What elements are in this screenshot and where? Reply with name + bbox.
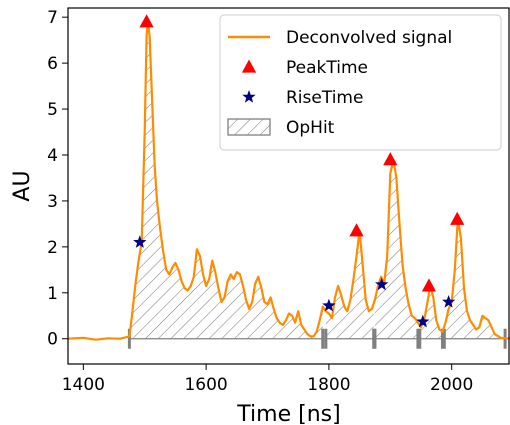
legend-label-2: RiseTime <box>286 88 363 108</box>
ophit-region-3 <box>419 285 443 339</box>
y-axis-label: AU <box>10 170 35 201</box>
peak-time-marker-0 <box>139 14 154 28</box>
legend-box <box>219 14 502 151</box>
ophit-region-2 <box>374 159 418 339</box>
y-tick-label-5: 5 <box>47 100 58 120</box>
x-tick-label-3: 2000 <box>430 375 473 395</box>
x-tick-label-1: 1600 <box>184 375 227 395</box>
y-tick-label-6: 6 <box>47 54 58 74</box>
legend-label-1: PeakTime <box>286 58 368 78</box>
rise-time-marker-3 <box>416 314 430 328</box>
ophit-region-4 <box>444 219 506 339</box>
legend-star-swatch <box>242 90 256 103</box>
peak-time-marker-4 <box>450 211 465 225</box>
legend-label-3: OpHit <box>286 118 335 138</box>
y-tick-label-1: 1 <box>47 284 58 304</box>
legend-label-0: Deconvolved signal <box>286 28 452 48</box>
rise-time-marker-2 <box>375 277 389 291</box>
y-tick-label-7: 7 <box>47 8 58 28</box>
y-tick-label-4: 4 <box>47 146 58 166</box>
plot-frame <box>67 7 510 365</box>
ophit-region-1 <box>325 230 374 339</box>
ophit-region-0 <box>129 21 323 339</box>
axes: 1400 1600 1800 2000 0 1 2 3 4 5 6 7 Time [ns] AU <box>10 7 510 425</box>
rise-time-marker-4 <box>442 295 456 308</box>
peak-time-marker-3 <box>421 278 437 292</box>
y-tick-label-2: 2 <box>47 238 58 258</box>
rise-time-marker-0 <box>133 235 147 248</box>
legend-hatch-swatch <box>227 118 271 136</box>
x-axis-label: Time [ns] <box>236 402 340 425</box>
rise-time-marker-1 <box>322 298 336 312</box>
markers <box>133 14 465 328</box>
x-tick-label-2: 1800 <box>307 375 350 395</box>
legend: Deconvolved signal PeakTime RiseTime OpHit <box>219 14 502 151</box>
y-tick-label-3: 3 <box>47 192 58 212</box>
peak-time-marker-1 <box>349 223 364 237</box>
legend-triangle-swatch <box>241 59 257 73</box>
x-tick-label-0: 1400 <box>62 375 105 395</box>
y-tick-label-0: 0 <box>47 330 58 350</box>
peak-time-marker-2 <box>383 152 398 166</box>
